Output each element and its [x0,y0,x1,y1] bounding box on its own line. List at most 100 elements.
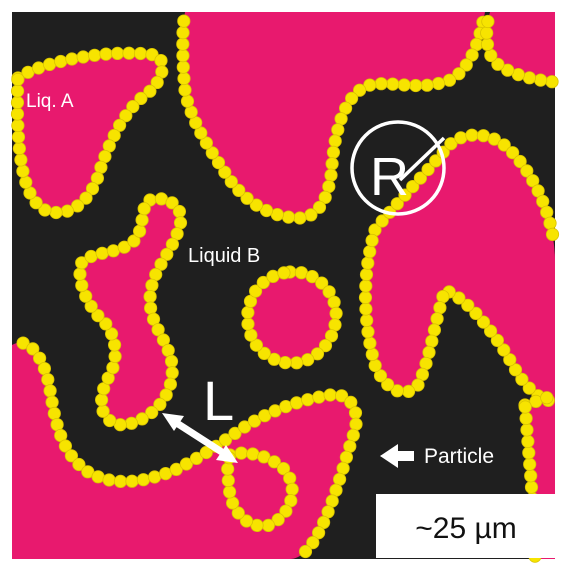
particle [221,462,235,476]
particle [165,196,179,210]
particle [159,388,173,402]
particle [148,470,162,484]
particle [266,269,280,283]
particle [365,347,379,361]
particle [332,472,347,486]
particle [413,171,427,185]
particle [278,355,292,370]
particle [386,77,400,91]
particle [49,205,63,220]
particle [421,162,435,177]
particle [154,53,168,68]
particle [221,473,235,488]
particle [401,384,416,398]
particle [177,14,191,28]
particle [524,480,539,494]
particle [95,246,109,260]
particle [522,446,536,460]
particle [122,46,136,60]
particle [406,180,420,194]
particle [151,323,165,337]
particle [520,423,534,437]
particle [249,338,263,352]
particle [318,190,332,204]
particle [513,154,527,169]
particle [334,389,349,403]
particle [331,123,345,137]
particle [144,301,158,315]
particle [133,46,148,61]
length-label: L [203,369,234,432]
particle [176,48,190,63]
particle [298,544,313,559]
particle [113,118,127,132]
particle [45,395,59,409]
particle [476,315,491,329]
particle [301,393,315,407]
particle [10,107,25,121]
particle [487,132,501,146]
particle [306,535,320,550]
particle [277,266,291,280]
particle [452,291,466,305]
particle [454,131,468,145]
particle [480,37,495,52]
particle [165,366,179,380]
particle [322,179,336,194]
particle [176,60,190,74]
particle [523,457,537,471]
domain-bottom-notch [227,453,293,526]
particle [398,188,412,202]
particle [79,191,93,205]
particle [301,353,315,367]
particle [19,175,33,189]
particle [91,470,105,484]
particle-layer [10,14,560,563]
particle [240,191,254,205]
particle [232,183,246,197]
scale-bar: ~25 µm [376,494,556,558]
particle [427,323,441,337]
particle [461,298,475,312]
particle [60,204,75,218]
particle [249,284,263,298]
particle [134,91,148,106]
particle [285,482,299,496]
particle [38,203,52,217]
particle [465,48,479,62]
particle [91,308,105,323]
particle [505,146,520,160]
particle [179,457,193,471]
particle [349,417,363,431]
particle [143,84,157,98]
particle [480,26,494,40]
particle [359,279,373,293]
particle [54,54,68,69]
particle [241,305,255,320]
particle [368,358,382,373]
particle [110,46,125,61]
particle [533,73,548,87]
particle [329,306,343,320]
particle [352,83,367,97]
particle [10,95,25,110]
particle [224,175,238,189]
particle [85,182,100,196]
particle [73,267,87,281]
particle [228,426,242,440]
particle [249,198,263,212]
particle [459,58,473,72]
particle [105,327,119,341]
particle [267,455,281,469]
particle [431,76,446,91]
particle [497,343,511,357]
particle [491,57,505,71]
particle [318,338,333,353]
particle [99,47,113,61]
particle [113,474,128,488]
particle [29,196,43,210]
particle [481,14,495,29]
particle [165,237,179,251]
particle [136,473,150,487]
particle [125,474,139,488]
